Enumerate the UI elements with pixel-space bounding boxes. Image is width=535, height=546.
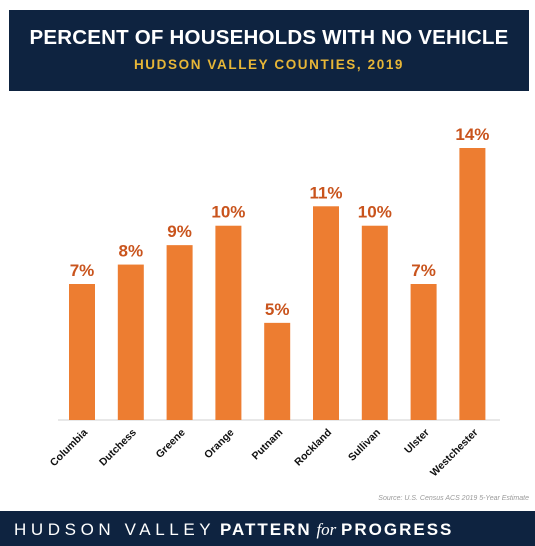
data-label-rockland: 11%	[309, 183, 342, 202]
data-label-columbia: 7%	[70, 261, 95, 280]
bar-putnam	[264, 322, 291, 420]
data-label-orange: 10%	[211, 203, 245, 222]
data-label-sullivan: 10%	[358, 203, 392, 222]
data-label-westchester: 14%	[455, 125, 489, 144]
bar-dutchess	[117, 264, 144, 420]
brand-logo-text: HUDSON VALLEY PATTERN for PROGRESS	[14, 520, 453, 540]
x-tick-greene: Greene	[154, 427, 188, 461]
chart-header: PERCENT OF HOUSEHOLDS WITH NO VEHICLE HU…	[9, 10, 529, 91]
bar-chart: 7% Columbia 8% Dutchess 9% Greene 10% Orange 5% P…	[48, 125, 500, 480]
x-tick-westchester: Westchester	[428, 427, 481, 480]
data-label-dutchess: 8%	[119, 242, 144, 261]
x-tick-dutchess: Dutchess	[97, 427, 139, 469]
x-tick-putnam: Putnam	[250, 427, 286, 463]
source-note: Source: U.S. Census ACS 2019 5-Year Esti…	[378, 495, 529, 502]
x-tick-ulster: Ulster	[402, 427, 432, 457]
chart-title: PERCENT OF HOUSEHOLDS WITH NO VEHICLE	[29, 26, 509, 49]
brand-part-1: HUDSON VALLEY	[14, 520, 216, 539]
bar-orange	[215, 225, 242, 420]
bar-sullivan	[361, 225, 388, 420]
x-tick-orange: Orange	[202, 427, 237, 462]
chart-subtitle: HUDSON VALLEY COUNTIES, 2019	[133, 57, 405, 72]
brand-part-2: PATTERN	[219, 520, 312, 539]
footer-banner: HUDSON VALLEY PATTERN for PROGRESS	[0, 511, 535, 546]
data-label-greene: 9%	[167, 222, 192, 241]
data-label-ulster: 7%	[411, 261, 436, 280]
x-tick-rockland: Rockland	[292, 427, 334, 469]
data-label-putnam: 5%	[265, 300, 290, 319]
bar-columbia	[69, 284, 95, 420]
bar-rockland	[313, 206, 339, 420]
bar-westchester	[459, 148, 486, 420]
bar-ulster	[410, 284, 437, 420]
x-tick-sullivan: Sullivan	[346, 427, 383, 464]
brand-part-4: PROGRESS	[341, 520, 454, 539]
brand-part-3: for	[316, 520, 337, 539]
bar-greene	[166, 245, 193, 420]
x-tick-columbia: Columbia	[48, 427, 90, 469]
